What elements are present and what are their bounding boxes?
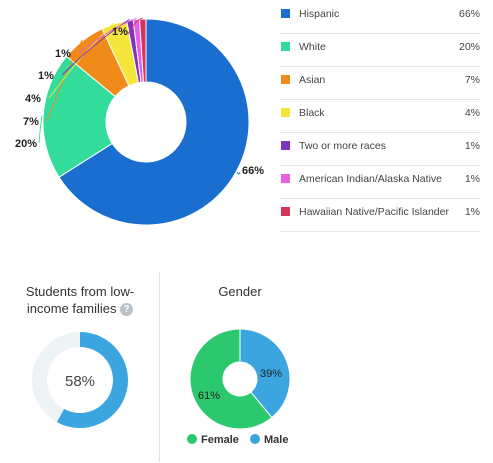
- ethnicity-leader-line: [48, 22, 115, 99]
- gender-title: Gender: [218, 284, 262, 299]
- legend-swatch-american-indian: [281, 174, 290, 183]
- male-label: Male: [263, 434, 289, 446]
- legend-value: 4%: [464, 107, 480, 119]
- low-income-value-arc[interactable]: [56, 332, 129, 428]
- gender-legend: Female Male: [187, 434, 296, 446]
- ethnicity-slice-label: 1%: [38, 70, 54, 82]
- ethnicity-slice-label: 66%: [242, 165, 264, 177]
- gender-slice-male[interactable]: [239, 328, 291, 419]
- legend-swatch-hawaiian: [281, 207, 290, 216]
- ethnicity-leader-line: [78, 18, 137, 54]
- legend-row-hawaiian: Hawaiian Native/Pacific Islander 1%: [280, 198, 480, 232]
- help-icon[interactable]: ?: [120, 303, 134, 317]
- legend-swatch-white: [281, 42, 290, 51]
- legend-value: 1%: [464, 173, 480, 185]
- gender-legend-male: Male: [249, 434, 289, 446]
- ethnicity-slice-label: 1%: [112, 26, 128, 38]
- ethnicity-slice-label: 7%: [23, 116, 39, 128]
- legend-value: 7%: [464, 74, 480, 86]
- ethnicity-leader-line: [236, 171, 241, 175]
- low-income-title-line2: income families: [26, 301, 117, 316]
- legend-row-hispanic: Hispanic 66%: [280, 0, 480, 34]
- ethnicity-leader-line: [38, 115, 43, 144]
- legend-swatch-two-or-more: [281, 141, 290, 150]
- low-income-value-label: 58%: [65, 373, 95, 390]
- ethnicity-slice-label: 20%: [15, 138, 37, 150]
- legend-label: Black: [299, 107, 325, 119]
- legend-label: Hispanic: [299, 8, 340, 20]
- legend-label: Two or more races: [299, 140, 386, 152]
- ethnicity-leader-line: [61, 18, 130, 76]
- legend-swatch-hispanic: [281, 9, 290, 18]
- legend-value: 20%: [458, 41, 480, 53]
- legend-row-asian: Asian 7%: [280, 66, 480, 100]
- male-dot: [249, 434, 260, 444]
- female-label: Female: [201, 434, 239, 446]
- ethnicity-slice-label: 1%: [55, 48, 71, 60]
- legend-label: Asian: [299, 74, 326, 86]
- legend-label: Hawaiian Native/Pacific Islander: [299, 206, 449, 218]
- legend-label: American Indian/Alaska Native: [299, 173, 442, 185]
- legend-swatch-black: [281, 108, 290, 117]
- ethnicity-slice[interactable]: [58, 18, 250, 226]
- legend-row-american-indian: American Indian/Alaska Native 1%: [280, 165, 480, 199]
- legend-value: 66%: [458, 8, 480, 20]
- legend-swatch-asian: [281, 75, 290, 84]
- female-dot: [187, 434, 197, 444]
- gender-male-value-label: 39%: [260, 368, 282, 380]
- gender-slice-female[interactable]: [189, 328, 273, 430]
- legend-row-white: White 20%: [280, 33, 480, 67]
- gender-female-value-label: 61%: [198, 390, 220, 402]
- low-income-title-line1: Students from low-: [25, 284, 135, 299]
- legend-row-two-or-more: Two or more races 1%: [280, 132, 480, 166]
- low-income-title: Students from low- income families ?: [10, 283, 150, 317]
- legend-label: White: [299, 41, 326, 53]
- gender-legend-female: Female: [187, 434, 239, 446]
- legend-value: 1%: [464, 206, 480, 218]
- legend-value: 1%: [464, 140, 480, 152]
- ethnicity-donut-chart: 66%20%7%4%1%1%1%: [15, 17, 264, 226]
- ethnicity-slice[interactable]: [139, 18, 147, 83]
- ethnicity-leader-line: [127, 17, 143, 35]
- ethnicity-slice-label: 4%: [25, 93, 41, 105]
- low-income-remainder-arc: [32, 332, 80, 423]
- card-divider: [159, 272, 160, 462]
- legend-row-black: Black 4%: [280, 99, 480, 133]
